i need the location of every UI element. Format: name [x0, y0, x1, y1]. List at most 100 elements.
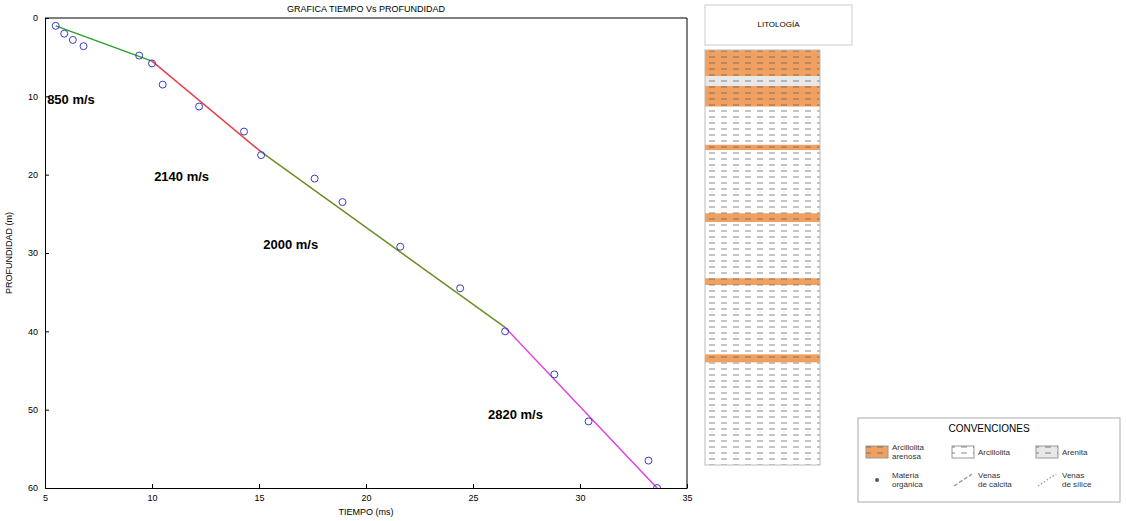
- y-axis-title: PROFUNDIDAD (m): [4, 212, 14, 294]
- data-point: [196, 103, 203, 110]
- data-point: [258, 152, 265, 159]
- lithology-layer: [705, 278, 820, 285]
- legend-swatch-pattern: [1036, 446, 1058, 458]
- x-tick-label: 25: [468, 493, 478, 503]
- lithology-pattern: [705, 107, 820, 145]
- data-point: [136, 52, 143, 59]
- legend-symbol: [1038, 474, 1056, 486]
- data-point: [645, 457, 652, 464]
- lithology-pattern: [705, 76, 820, 86]
- frame: [45, 18, 687, 19]
- lithology-column: [705, 50, 820, 465]
- data-point: [61, 30, 68, 37]
- y-tick-mark: [45, 175, 49, 176]
- x-tick: 20: [361, 484, 371, 503]
- y-tick-label: 30: [28, 248, 38, 258]
- lithology-layer: [705, 285, 820, 354]
- y-tick-mark: [45, 488, 49, 489]
- lithology-layer: [705, 213, 820, 222]
- data-point: [241, 128, 248, 135]
- x-tick-mark: [366, 484, 367, 488]
- lithology-layer: [705, 107, 820, 145]
- data-point: [80, 43, 87, 50]
- data-point: [52, 22, 59, 29]
- data-point: [457, 285, 464, 292]
- legend-title: CONVENCIONES: [948, 423, 1029, 434]
- lithology-frame: [705, 50, 820, 465]
- y-tick-label: 20: [28, 170, 38, 180]
- x-axis-line: [46, 488, 688, 489]
- annotation: 2000 m/s: [263, 237, 318, 252]
- x-tick-mark: [580, 484, 581, 488]
- data-point: [339, 199, 346, 206]
- y-tick-label: 50: [28, 405, 38, 415]
- lithology-layer: [705, 354, 820, 362]
- data-point: [159, 81, 166, 88]
- y-axis: 0102030405060: [28, 13, 49, 493]
- lithology-pattern: [705, 213, 820, 222]
- y-tick: 50: [28, 405, 49, 415]
- lithology-pattern: [705, 86, 820, 107]
- x-tick-label: 30: [575, 493, 585, 503]
- x-tick: 15: [254, 484, 264, 503]
- lithology-pattern: [705, 222, 820, 278]
- x-tick-label: 10: [147, 493, 157, 503]
- y-tick-mark: [45, 253, 49, 254]
- y-tick: 10: [28, 92, 49, 102]
- y-tick: 30: [28, 248, 49, 258]
- x-tick: 35: [682, 484, 692, 503]
- data-point: [311, 175, 318, 182]
- x-tick-label: 15: [254, 493, 264, 503]
- fit-line: [56, 26, 152, 61]
- lithology-header: [705, 5, 852, 45]
- legend-symbol: [875, 478, 879, 482]
- x-tick: 30: [575, 484, 585, 503]
- frame: [687, 18, 688, 488]
- x-tick-label: 5: [43, 493, 48, 503]
- legend-swatch-pattern: [952, 446, 974, 458]
- y-tick-label: 0: [33, 13, 38, 23]
- legend-label: Arcillolitaarenosa: [892, 443, 925, 461]
- data-point: [654, 485, 661, 489]
- legend-swatch: [952, 446, 974, 458]
- y-tick-mark: [45, 18, 49, 19]
- legend-label: Materiaorgánica: [892, 471, 923, 489]
- fit-line: [152, 61, 261, 152]
- lithology-layer: [705, 145, 820, 151]
- lithology-layer: [705, 50, 820, 76]
- x-tick-mark: [259, 484, 260, 488]
- legend: CONVENCIONESArcillolitaarenosaArcillolit…: [858, 418, 1120, 502]
- x-tick: 10: [147, 484, 157, 503]
- lithology-pattern: [705, 145, 820, 151]
- legend-label: Venasde calcita: [978, 471, 1012, 489]
- x-tick-mark: [473, 484, 474, 488]
- lithology-pattern: [705, 150, 820, 213]
- lithology-layer: [705, 363, 820, 465]
- x-tick-label: 20: [361, 493, 371, 503]
- chart: 51015202530350102030405060850 m/s2140 m/…: [0, 0, 1126, 521]
- lithology-layer: [705, 222, 820, 278]
- data-point: [397, 243, 404, 250]
- legend-box: [858, 418, 1120, 502]
- annotation: 2820 m/s: [488, 407, 543, 422]
- y-tick: 40: [28, 327, 49, 337]
- lithology-layer: [705, 76, 820, 86]
- fit-line: [261, 152, 505, 327]
- x-tick-label: 35: [682, 493, 692, 503]
- data-point: [149, 60, 156, 67]
- y-tick: 0: [33, 13, 49, 23]
- plot: 51015202530350102030405060850 m/s2140 m/…: [28, 13, 693, 503]
- x-tick-mark: [152, 484, 153, 488]
- data-point: [69, 36, 76, 43]
- y-tick-label: 10: [28, 92, 38, 102]
- lithology-pattern: [705, 285, 820, 354]
- lithology-title: LITOLOGÍA: [757, 20, 800, 29]
- annotation: 2140 m/s: [154, 169, 209, 184]
- legend-swatch: [1036, 446, 1058, 458]
- legend-label: Venasde sílice: [1062, 471, 1092, 489]
- lithology-pattern: [705, 363, 820, 465]
- lithology-pattern: [705, 50, 820, 76]
- y-tick-mark: [45, 331, 49, 332]
- legend-label: Arenita: [1062, 448, 1088, 457]
- title: GRAFICA TIEMPO Vs PROFUNDIDAD: [287, 4, 445, 14]
